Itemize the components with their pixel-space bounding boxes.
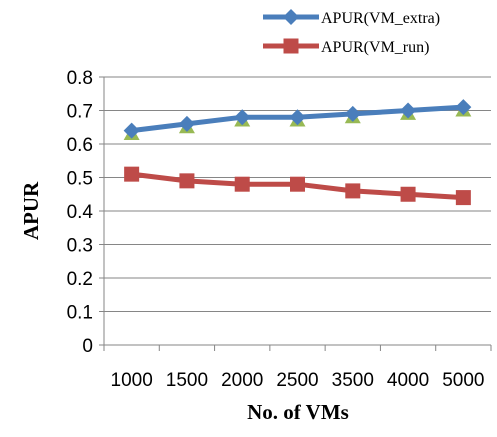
x-tick-label: 5000	[442, 370, 484, 391]
x-tick-label: 2500	[276, 370, 318, 391]
series-2-point	[179, 173, 195, 189]
series-2	[124, 166, 471, 206]
series-2-point	[234, 176, 250, 192]
series-1-point	[234, 109, 251, 126]
x-tick-label: 1500	[166, 370, 208, 391]
series-2-point	[455, 190, 471, 206]
series-1-point	[400, 102, 417, 119]
y-axis-title: APUR	[19, 181, 43, 240]
series-2-point	[124, 166, 140, 182]
x-axis-title: No. of VMs	[247, 400, 349, 424]
series-1-point	[455, 99, 472, 116]
series-1	[123, 99, 472, 139]
series-2-point	[400, 186, 416, 202]
y-tick-label: 0.5	[67, 169, 93, 190]
y-tick-label: 0.6	[67, 135, 93, 156]
legend: APUR(VM_extra) APUR(VM_run)	[263, 9, 440, 56]
legend-swatch-marker	[283, 9, 299, 25]
series-2-point	[290, 176, 305, 192]
legend-label: APUR(VM_extra)	[321, 10, 440, 27]
legend-label: APUR(VM_run)	[321, 39, 429, 56]
series-1-point	[344, 105, 361, 122]
y-tick-label: 0.7	[67, 102, 93, 123]
legend-swatch-marker	[283, 38, 299, 54]
y-tick-label: 0.8	[67, 68, 93, 89]
x-tick-label: 4000	[387, 370, 429, 391]
x-tick-label: 1000	[111, 370, 153, 391]
series-1-point	[178, 115, 195, 132]
y-tick-label: 0.1	[67, 303, 93, 324]
series-2-point	[345, 183, 361, 199]
series-1-point	[123, 122, 140, 139]
y-tick-label: 0	[82, 336, 93, 357]
legend-entry-1: APUR(VM_extra)	[263, 9, 440, 27]
series-group	[123, 99, 472, 206]
y-tick-label: 0.4	[67, 202, 94, 223]
legend-entry-2: APUR(VM_run)	[263, 38, 429, 56]
x-tick-label: 2000	[221, 370, 263, 391]
y-tick-label: 0.2	[67, 269, 93, 290]
axes: 0 0.1 0.2 0.3 0.4 0.5 0.6 0.7 0.8 1000 1500 2000 250…	[67, 68, 492, 391]
series-1-point	[289, 109, 306, 126]
y-tick-label: 0.3	[67, 236, 93, 257]
x-tick-label: 3500	[332, 370, 374, 391]
